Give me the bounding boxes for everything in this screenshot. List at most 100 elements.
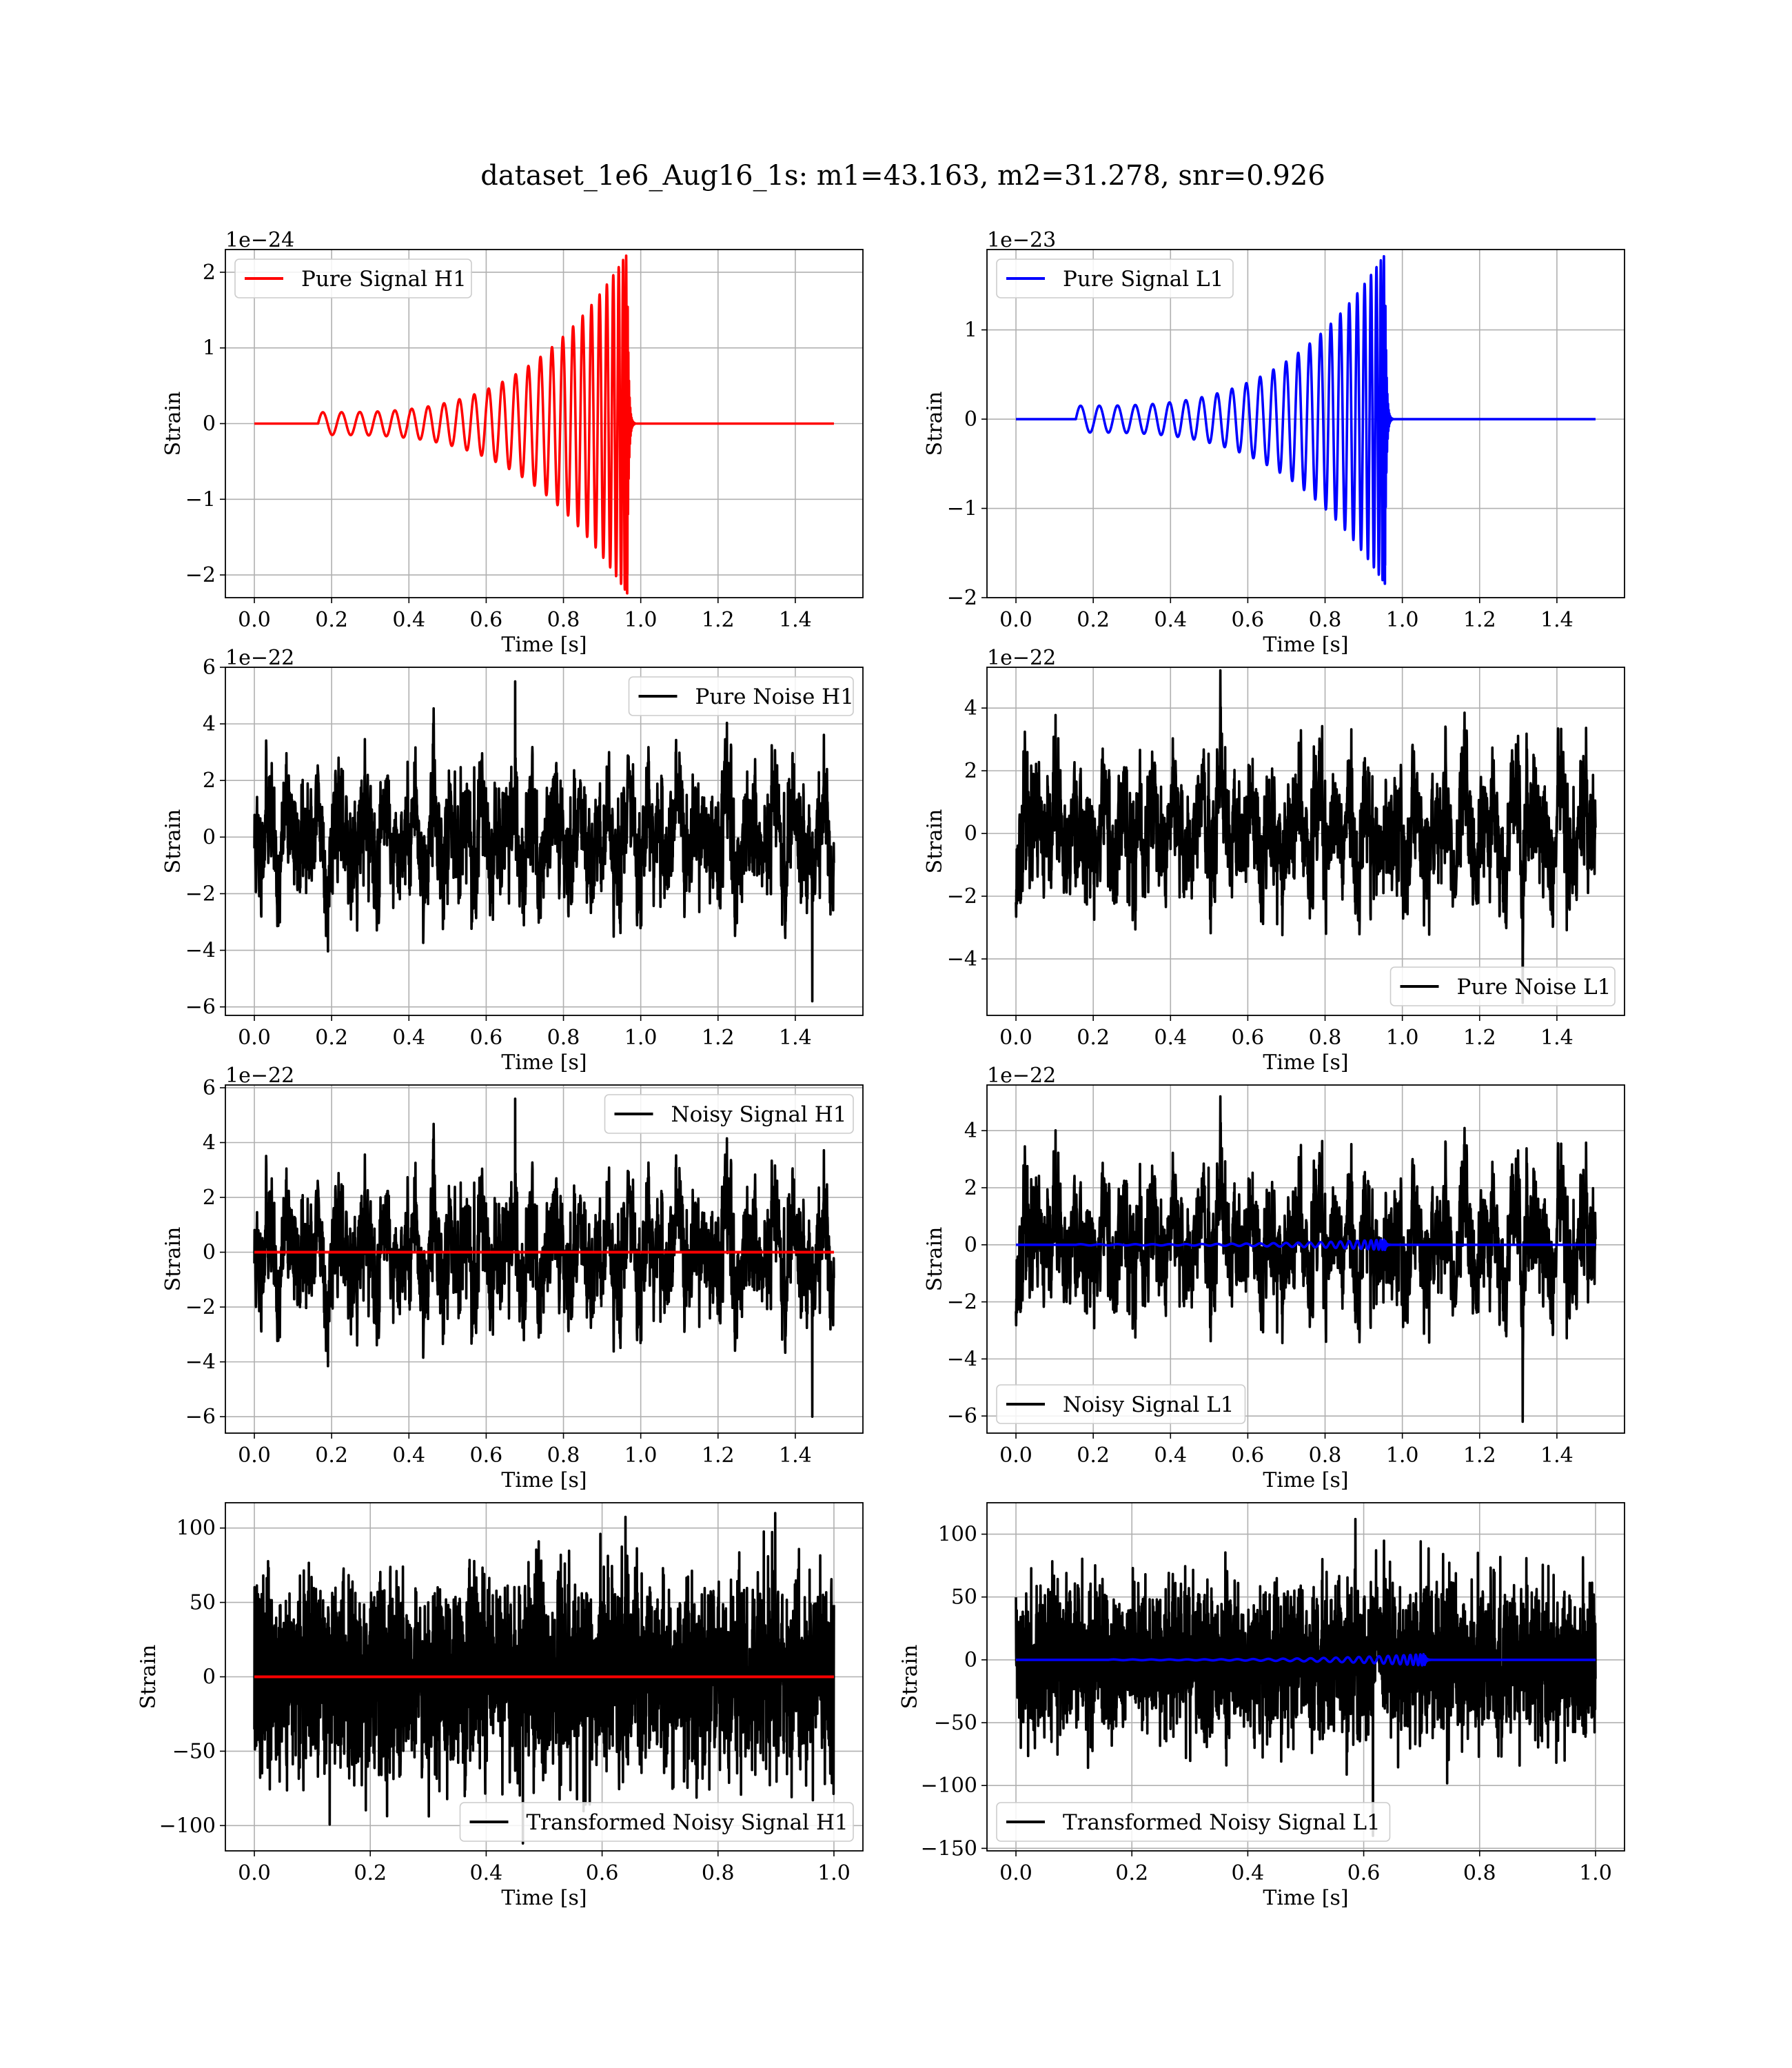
x-tick-label: 0.8 <box>547 1026 580 1050</box>
y-tick-label: 2 <box>203 769 216 793</box>
x-tick-label: 1.0 <box>624 1443 658 1468</box>
x-tick-label: 1.0 <box>624 1026 658 1050</box>
x-tick-label: 0.6 <box>470 1443 503 1468</box>
y-tick-label: 4 <box>964 1119 977 1143</box>
x-tick-label: 0.2 <box>1115 1861 1148 1885</box>
x-axis-label: Time [s] <box>1263 1051 1348 1075</box>
x-axis-label: Time [s] <box>1263 1886 1348 1910</box>
series-line-pure-noise-h1 <box>253 680 835 1003</box>
x-tick-label: 0.6 <box>1347 1861 1381 1885</box>
axis-multiplier: 1e−22 <box>987 646 1056 670</box>
x-tick-label: 0.2 <box>315 1443 348 1468</box>
legend: Transformed Noisy Signal H1 <box>459 1802 854 1842</box>
y-tick-label: −150 <box>921 1836 977 1861</box>
x-tick-label: 1.4 <box>1540 1443 1574 1468</box>
y-tick-label: 2 <box>203 261 216 285</box>
legend-label: Transformed Noisy Signal H1 <box>527 1810 848 1835</box>
y-tick-label: 100 <box>176 1517 216 1541</box>
axis-multiplier: 1e−22 <box>225 646 294 670</box>
y-tick-label: −6 <box>185 1405 216 1429</box>
x-axis-label: Time [s] <box>1263 1468 1348 1492</box>
x-tick-label: 1.0 <box>1579 1861 1612 1885</box>
subplot-pure-signal-l1: 0.0 0.2 0.4 0.6 0.8 1.0 1.2 1.4 −2 −1 0 1 1e−23 Time … <box>923 228 1625 657</box>
axis-multiplier: 1e−23 <box>987 228 1056 252</box>
series-line-overlay-1 <box>1016 1238 1596 1252</box>
y-tick-label: 4 <box>964 696 977 720</box>
legend-label: Pure Noise L1 <box>1457 975 1611 1000</box>
y-tick-label: −100 <box>159 1814 216 1838</box>
x-tick-label: 0.4 <box>1232 1861 1265 1885</box>
x-axis-label: Time [s] <box>501 1051 587 1075</box>
x-tick-label: 0.8 <box>547 1443 580 1468</box>
legend: Pure Noise H1 <box>628 676 854 716</box>
x-tick-label: 0.8 <box>702 1861 735 1885</box>
legend: Pure Signal H1 <box>234 258 472 298</box>
y-tick-label: 0 <box>203 825 216 849</box>
y-tick-label: −6 <box>185 995 216 1020</box>
x-tick-label: 0.6 <box>1232 1026 1265 1050</box>
legend-label: Transformed Noisy Signal L1 <box>1063 1810 1381 1835</box>
y-tick-label: 0 <box>964 1648 977 1672</box>
axes-frame <box>986 249 1625 598</box>
x-tick-label: 1.2 <box>702 608 735 632</box>
y-axis-label: Strain <box>923 809 947 874</box>
figure-suptitle: dataset_1e6_Aug16_1s: m1=43.163, m2=31.2… <box>480 160 1325 192</box>
axes-frame <box>986 1084 1625 1434</box>
x-tick-label: 0.0 <box>999 608 1032 632</box>
legend: Pure Signal L1 <box>996 258 1234 298</box>
subplots: 0.0 0.2 0.4 0.6 0.8 1.0 1.2 1.4 −2 −1 0 1 2 1e−24 Time… <box>136 228 1625 1910</box>
legend-label: Noisy Signal L1 <box>1063 1392 1234 1417</box>
axis-multiplier: 1e−22 <box>987 1064 1056 1088</box>
legend-box <box>996 1802 1391 1842</box>
series-line-noisy-signal-l1 <box>1015 1095 1597 1423</box>
x-tick-label: 0.6 <box>1232 608 1265 632</box>
legend-label: Pure Signal H1 <box>301 267 467 292</box>
legend-label: Noisy Signal H1 <box>671 1102 847 1127</box>
x-tick-label: 1.4 <box>1540 1026 1574 1050</box>
axis-multiplier: 1e−24 <box>225 228 294 252</box>
x-tick-label: 0.2 <box>1077 608 1110 632</box>
x-tick-label: 0.4 <box>1154 1443 1187 1468</box>
x-tick-label: 1.2 <box>1463 1026 1496 1050</box>
x-tick-label: 0.8 <box>1463 1861 1496 1885</box>
x-tick-label: 0.6 <box>586 1861 619 1885</box>
legend: Noisy Signal L1 <box>996 1384 1246 1424</box>
y-tick-label: −100 <box>921 1774 977 1798</box>
x-tick-label: 0.0 <box>999 1026 1032 1050</box>
x-tick-label: 1.2 <box>702 1443 735 1468</box>
y-tick-label: 50 <box>951 1585 977 1610</box>
y-tick-label: 0 <box>964 407 977 432</box>
y-tick-label: 4 <box>203 712 216 736</box>
axes-frame <box>225 1084 864 1434</box>
x-tick-label: 0.8 <box>1309 608 1342 632</box>
y-tick-label: −50 <box>172 1739 216 1763</box>
x-tick-label: 1.4 <box>1540 608 1574 632</box>
x-tick-label: 1.4 <box>779 1026 812 1050</box>
series-line-transformed-noisy-signal-h1 <box>253 1512 835 1845</box>
x-tick-label: 0.2 <box>315 608 348 632</box>
y-axis-label: Strain <box>161 809 185 874</box>
x-tick-label: 1.0 <box>1386 608 1419 632</box>
legend: Pure Noise L1 <box>1389 966 1616 1006</box>
x-axis-label: Time [s] <box>501 633 587 657</box>
y-tick-label: −2 <box>947 1290 977 1315</box>
x-tick-label: 0.2 <box>354 1861 387 1885</box>
y-tick-label: −2 <box>947 884 977 909</box>
x-tick-label: 0.8 <box>1309 1443 1342 1468</box>
y-tick-label: −2 <box>947 586 977 610</box>
x-tick-label: 0.4 <box>1154 608 1187 632</box>
x-tick-label: 0.0 <box>238 1026 271 1050</box>
subplot-transformed-noisy-signal-h1: 0.0 0.2 0.4 0.6 0.8 1.0 −100 −50 0 50 100 Time [s] S… <box>136 1502 864 1910</box>
x-tick-label: 0.4 <box>392 608 425 632</box>
x-tick-label: 0.2 <box>315 1026 348 1050</box>
y-tick-label: −1 <box>947 497 977 521</box>
legend-box <box>996 1384 1246 1424</box>
subplot-noisy-signal-h1: 0.0 0.2 0.4 0.6 0.8 1.0 1.2 1.4 −6 −4 −2 0 2 4 6 1e−22 T… <box>161 1064 864 1492</box>
axes-frame <box>986 1502 1625 1852</box>
legend-box <box>459 1802 854 1842</box>
y-tick-label: −6 <box>947 1404 977 1428</box>
x-tick-label: 0.0 <box>238 1443 271 1468</box>
y-tick-label: −2 <box>185 1295 216 1319</box>
series-line-transformed-noisy-signal-l1 <box>1015 1517 1597 1837</box>
